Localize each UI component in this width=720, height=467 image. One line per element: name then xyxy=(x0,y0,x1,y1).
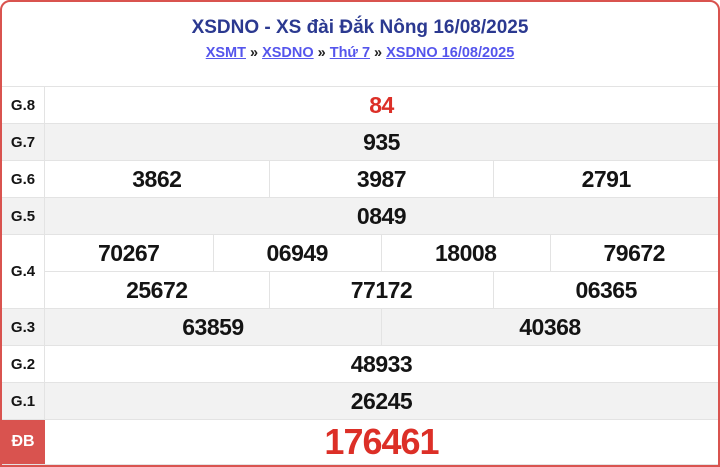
page-title: XSDNO - XS đài Đắk Nông 16/08/2025 xyxy=(191,17,529,38)
prize-label: G.1 xyxy=(2,383,45,419)
table-row-g5: G.5 0849 xyxy=(2,198,718,235)
prize-value: 40368 xyxy=(381,309,718,345)
table-row-g6: G.6 3862 3987 2791 xyxy=(2,161,718,198)
breadcrumb-link-weekday[interactable]: Thứ 7 xyxy=(329,45,371,61)
prize-value: 0849 xyxy=(356,202,407,229)
breadcrumb: XSMT» XSDNO» Thứ 7» XSDNO 16/08/2025 xyxy=(2,45,718,61)
prize-value: 70267 xyxy=(98,239,160,266)
prize-value: 2791 xyxy=(493,161,718,197)
prize-value: 48933 xyxy=(350,350,413,377)
prize-value: 18008 xyxy=(381,235,550,271)
table-row-g4: G.4 70267 06949 18008 79672 25672 77172 … xyxy=(2,235,718,309)
breadcrumb-separator: » xyxy=(249,45,259,61)
prize-value: 26245 xyxy=(350,387,413,414)
table-row-g2: G.2 48933 xyxy=(2,346,718,383)
table-row-g7: G.7 935 xyxy=(2,124,718,161)
results-header: XSDNO - XS đài Đắk Nông 16/08/2025 XSMT»… xyxy=(2,2,718,86)
prize-value: 77172 xyxy=(268,272,494,308)
prize-value: 06365 xyxy=(493,272,718,308)
prize-label: G.6 xyxy=(2,161,45,197)
breadcrumb-separator: » xyxy=(374,45,383,61)
prize-value: 3862 xyxy=(132,165,182,192)
prize-value: 935 xyxy=(363,128,400,155)
prize-label: G.4 xyxy=(2,235,45,308)
results-table: G.8 84 G.7 935 G.6 3862 3987 2791 G.5 08… xyxy=(2,86,718,465)
prize-value-special: 176461 xyxy=(324,421,439,462)
prize-value: 25672 xyxy=(126,276,188,303)
prize-value: 63859 xyxy=(182,313,244,340)
table-row-g1: G.1 26245 xyxy=(2,383,718,420)
prize-value: 84 xyxy=(369,91,394,118)
prize-label: G.8 xyxy=(2,87,45,123)
breadcrumb-link-xsdno[interactable]: XSDNO xyxy=(262,45,314,61)
breadcrumb-link-date[interactable]: XSDNO 16/08/2025 xyxy=(386,45,515,61)
table-row-g3: G.3 63859 40368 xyxy=(2,309,718,346)
prize-label: G.7 xyxy=(2,124,45,160)
prize-value: 79672 xyxy=(549,235,719,271)
breadcrumb-separator: » xyxy=(317,45,326,61)
prize-label: G.2 xyxy=(2,346,45,382)
breadcrumb-link-xsmt[interactable]: XSMT xyxy=(205,45,246,61)
prize-label: G.3 xyxy=(2,309,45,345)
table-row-g8: G.8 84 xyxy=(2,87,718,124)
prize-value: 06949 xyxy=(212,235,382,271)
prize-value: 3987 xyxy=(268,161,494,197)
table-row-db: ĐB 176461 xyxy=(2,420,718,465)
prize-label: G.5 xyxy=(2,198,45,234)
prize-label-special: ĐB xyxy=(2,420,45,464)
